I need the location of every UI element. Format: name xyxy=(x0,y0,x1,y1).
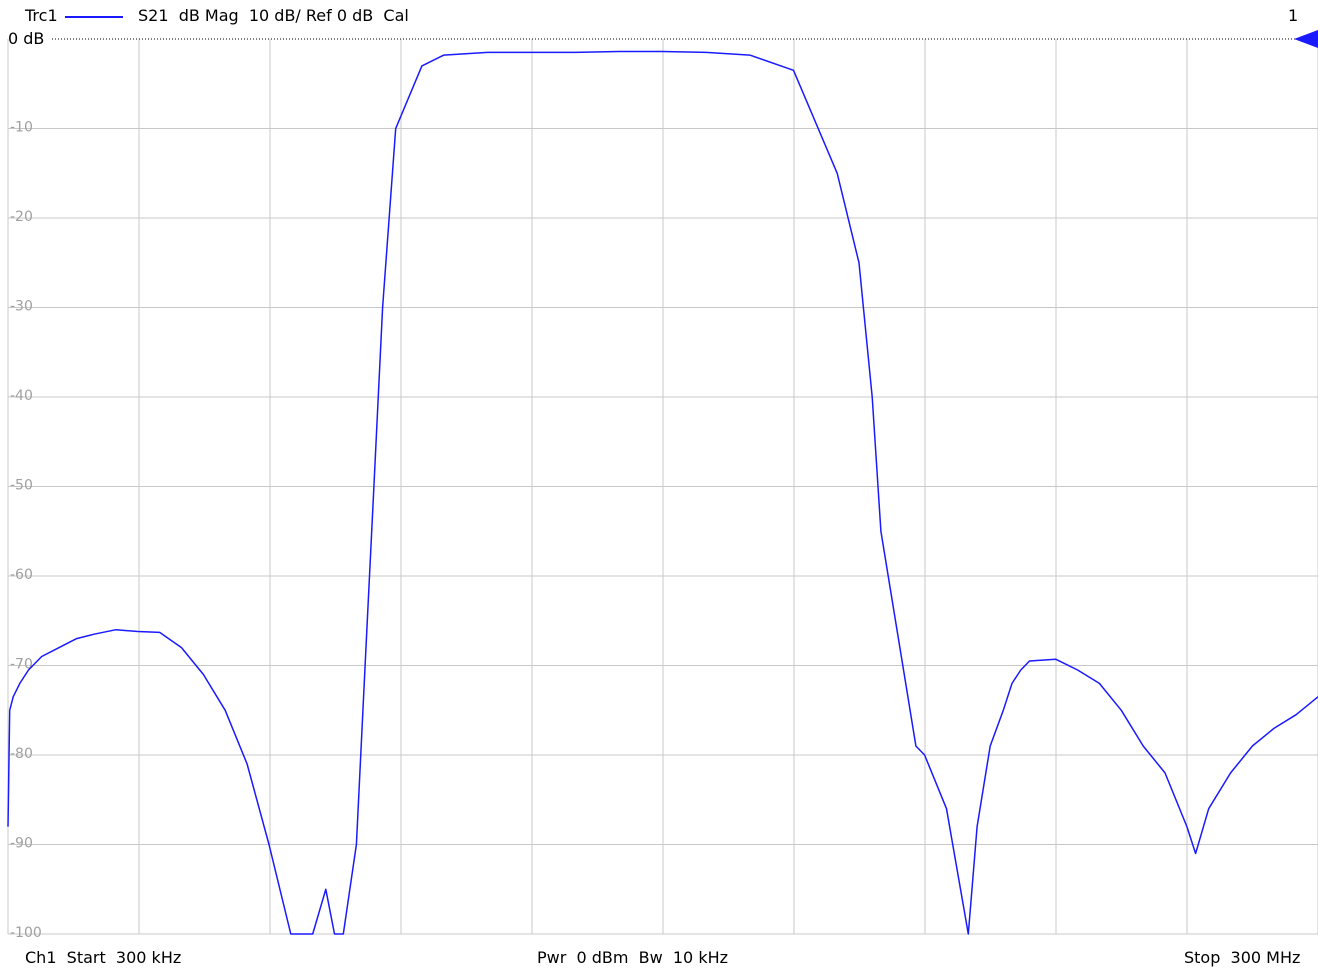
y-tick-label: -50 xyxy=(10,478,33,494)
y-tick-label: -30 xyxy=(10,299,33,315)
start-frequency: Ch1 Start 300 kHz xyxy=(25,948,181,968)
y-tick-label: -100 xyxy=(10,925,42,941)
reference-marker-icon[interactable] xyxy=(1294,30,1318,48)
y-tick-label: -80 xyxy=(10,746,33,762)
y-tick-label: -60 xyxy=(10,567,33,583)
y-tick-label: -10 xyxy=(10,120,33,136)
y-tick-label: -90 xyxy=(10,836,33,852)
grid xyxy=(8,39,1318,934)
stop-frequency: Stop 300 MHz xyxy=(1184,948,1300,968)
y-tick-labels: -10-20-30-40-50-60-70-80-90-100 xyxy=(10,120,42,942)
y-tick-label: -20 xyxy=(10,209,33,225)
power-bandwidth: Pwr 0 dBm Bw 10 kHz xyxy=(537,948,728,968)
y-tick-label: -40 xyxy=(10,388,33,404)
